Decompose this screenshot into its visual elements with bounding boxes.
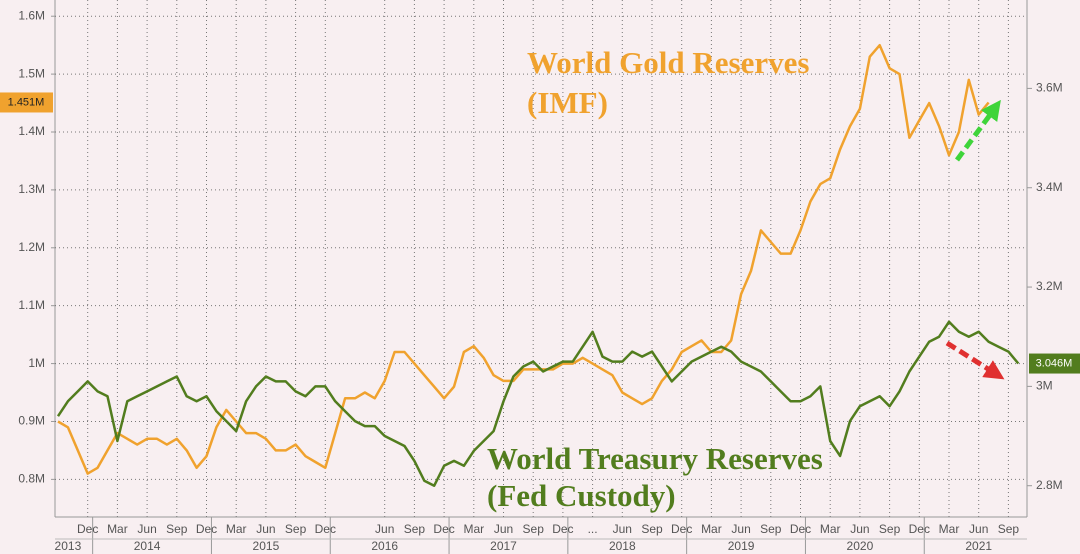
x-tick-label: Dec: [433, 522, 454, 536]
y2-tick-label: 3.4M: [1036, 180, 1063, 194]
x-tick-label: Sep: [166, 522, 188, 536]
y-tick-label: 1.6M: [18, 8, 45, 22]
x-tick-label: Dec: [196, 522, 217, 536]
x-tick-label: Jun: [613, 522, 632, 536]
x-tick-label: Sep: [285, 522, 307, 536]
series-line: [56, 320, 1020, 487]
x-tick-label: Sep: [404, 522, 426, 536]
x-tick-label: Mar: [820, 522, 841, 536]
year-label: 2019: [728, 539, 755, 553]
end-label-box: [0, 92, 53, 113]
x-tick-label: Dec: [77, 522, 98, 536]
end-label-box: [1029, 353, 1080, 374]
gold-annotation: World Gold Reserves: [527, 45, 809, 80]
x-tick-label: Sep: [641, 522, 663, 536]
y-tick-label: 0.8M: [18, 472, 45, 486]
x-tick-label: ...: [588, 522, 598, 536]
treasury-annotation: World Treasury Reserves: [487, 441, 823, 476]
x-tick-label: Dec: [671, 522, 692, 536]
end-label: 1.451M: [8, 96, 45, 108]
year-label: 2013: [55, 539, 82, 553]
x-tick-label: Dec: [790, 522, 811, 536]
x-tick-label: Jun: [731, 522, 750, 536]
year-label: 2015: [253, 539, 280, 553]
y2-tick-label: 2.8M: [1036, 478, 1063, 492]
year-label: 2017: [490, 539, 517, 553]
x-tick-label: Sep: [879, 522, 901, 536]
year-label: 2020: [847, 539, 874, 553]
year-label: 2014: [134, 539, 161, 553]
x-tick-label: Mar: [226, 522, 247, 536]
x-tick-label: Mar: [463, 522, 484, 536]
year-label: 2018: [609, 539, 636, 553]
y-tick-label: 1.5M: [18, 66, 45, 80]
lines: [56, 43, 1020, 487]
x-tick-label: Jun: [969, 522, 988, 536]
x-tick-label: Mar: [701, 522, 722, 536]
x-tick-label: Sep: [998, 522, 1020, 536]
x-tick-label: Jun: [494, 522, 513, 536]
x-tick-label: Jun: [137, 522, 156, 536]
y-tick-label: 1.3M: [18, 182, 45, 196]
x-tick-label: Sep: [523, 522, 545, 536]
series-line: [57, 43, 990, 475]
x-tick-label: Dec: [552, 522, 573, 536]
x-tick-label: Jun: [256, 522, 275, 536]
x-tick-label: Mar: [107, 522, 128, 536]
treasury-annotation-note: (Fed Custody): [487, 478, 676, 513]
y2-tick-label: 3.2M: [1036, 279, 1063, 293]
down-arrow: [945, 340, 1005, 380]
y-tick-label: 1.1M: [18, 298, 45, 312]
y2-tick-label: 3M: [1036, 379, 1053, 393]
x-tick-label: Mar: [939, 522, 960, 536]
x-tick-label: Dec: [315, 522, 336, 536]
year-label: 2016: [371, 539, 398, 553]
y-tick-label: 1.4M: [18, 124, 45, 138]
y-tick-label: 1M: [28, 356, 45, 370]
y-tick-label: 1.2M: [18, 240, 45, 254]
grid: [51, 0, 1032, 554]
x-tick-label: Dec: [909, 522, 930, 536]
gold-annotation-note: (IMF): [527, 85, 608, 120]
y-tick-label: 0.9M: [18, 414, 45, 428]
year-label: 2021: [965, 539, 992, 553]
up-arrow: [954, 99, 1001, 162]
end-label: 3.046M: [1036, 357, 1073, 369]
x-tick-label: Jun: [375, 522, 394, 536]
y2-tick-label: 3.6M: [1036, 81, 1063, 95]
x-tick-label: Sep: [760, 522, 782, 536]
x-tick-label: Jun: [850, 522, 869, 536]
